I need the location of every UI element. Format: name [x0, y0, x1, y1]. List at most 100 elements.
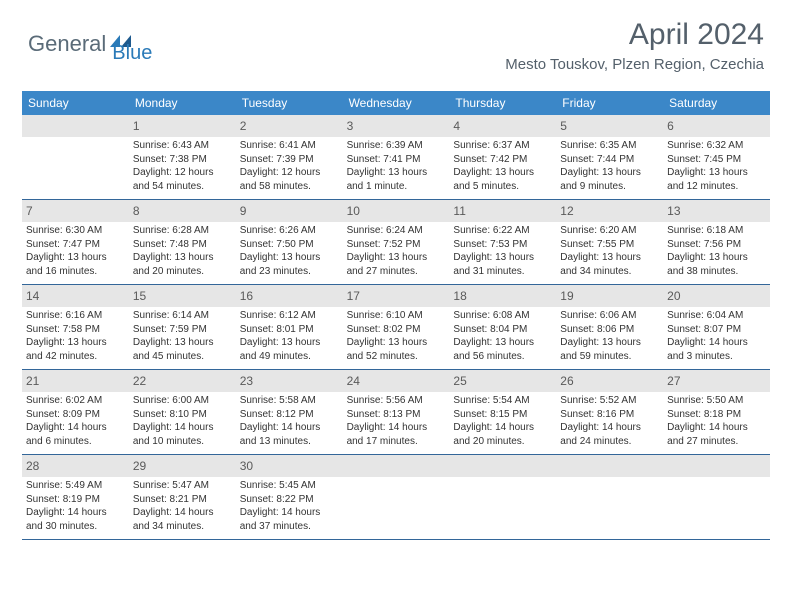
day-number-bar: 20	[663, 285, 770, 307]
day-info-line: Sunrise: 5:45 AM	[240, 479, 339, 493]
day-cell: 30Sunrise: 5:45 AMSunset: 8:22 PMDayligh…	[236, 455, 343, 539]
day-info: Sunrise: 6:22 AMSunset: 7:53 PMDaylight:…	[453, 224, 552, 278]
day-info-line: Sunrise: 6:08 AM	[453, 309, 552, 323]
day-cell: 7Sunrise: 6:30 AMSunset: 7:47 PMDaylight…	[22, 200, 129, 284]
day-number-bar: 22	[129, 370, 236, 392]
day-info: Sunrise: 5:58 AMSunset: 8:12 PMDaylight:…	[240, 394, 339, 448]
day-number-bar: 17	[343, 285, 450, 307]
day-cell: 28Sunrise: 5:49 AMSunset: 8:19 PMDayligh…	[22, 455, 129, 539]
day-info-line: Sunset: 7:48 PM	[133, 238, 232, 252]
day-cell: 1Sunrise: 6:43 AMSunset: 7:38 PMDaylight…	[129, 115, 236, 199]
day-info-line: Daylight: 13 hours	[560, 336, 659, 350]
day-number: 19	[560, 289, 573, 303]
day-number-bar: 23	[236, 370, 343, 392]
day-number-bar: 18	[449, 285, 556, 307]
day-cell: 8Sunrise: 6:28 AMSunset: 7:48 PMDaylight…	[129, 200, 236, 284]
day-info-line: Daylight: 12 hours	[240, 166, 339, 180]
day-info-line: Sunrise: 6:02 AM	[26, 394, 125, 408]
day-header-saturday: Saturday	[663, 91, 770, 115]
day-info-line: Sunrise: 5:54 AM	[453, 394, 552, 408]
day-info-line: Daylight: 14 hours	[26, 421, 125, 435]
day-info-line: Daylight: 14 hours	[240, 421, 339, 435]
day-number-bar: 1	[129, 115, 236, 137]
day-info-line: Daylight: 13 hours	[240, 336, 339, 350]
day-cell: 2Sunrise: 6:41 AMSunset: 7:39 PMDaylight…	[236, 115, 343, 199]
day-cell: 17 Sunrise: 6:10 AMSunset: 8:02 PMDayligh…	[343, 285, 450, 369]
day-number: 1	[133, 119, 140, 133]
day-number: 18	[453, 289, 466, 303]
day-number-bar-empty	[343, 455, 450, 477]
day-info-line: Daylight: 12 hours	[133, 166, 232, 180]
day-cell: 22Sunrise: 6:00 AMSunset: 8:10 PMDayligh…	[129, 370, 236, 454]
week-row: 14Sunrise: 6:16 AMSunset: 7:58 PMDayligh…	[22, 285, 770, 370]
day-info-line: and 58 minutes.	[240, 180, 339, 194]
day-number-bar: 14	[22, 285, 129, 307]
day-number-bar: 5	[556, 115, 663, 137]
day-header-tuesday: Tuesday	[236, 91, 343, 115]
day-header-thursday: Thursday	[449, 91, 556, 115]
day-number: 6	[667, 119, 674, 133]
day-number-bar-empty	[22, 115, 129, 137]
day-cell: 3Sunrise: 6:39 AMSunset: 7:41 PMDaylight…	[343, 115, 450, 199]
day-number: 17	[347, 289, 360, 303]
day-info-line: Daylight: 14 hours	[667, 336, 766, 350]
day-number: 24	[347, 374, 360, 388]
day-info-line: Sunset: 8:12 PM	[240, 408, 339, 422]
day-info-line: and 52 minutes.	[347, 350, 446, 364]
day-info-line: Sunset: 8:06 PM	[560, 323, 659, 337]
day-cell	[343, 455, 450, 539]
day-info: Sunrise: 6:26 AMSunset: 7:50 PMDaylight:…	[240, 224, 339, 278]
day-info-line: Sunset: 7:45 PM	[667, 153, 766, 167]
day-info-line: Sunset: 8:07 PM	[667, 323, 766, 337]
day-number-bar: 24	[343, 370, 450, 392]
day-number-bar: 9	[236, 200, 343, 222]
day-info-line: and 31 minutes.	[453, 265, 552, 279]
day-number: 29	[133, 459, 146, 473]
day-cell: 26Sunrise: 5:52 AMSunset: 8:16 PMDayligh…	[556, 370, 663, 454]
day-number: 15	[133, 289, 146, 303]
day-info: Sunrise: 6:14 AMSunset: 7:59 PMDaylight:…	[133, 309, 232, 363]
day-info: Sunrise: 5:56 AMSunset: 8:13 PMDaylight:…	[347, 394, 446, 448]
day-info-line: Sunrise: 6:20 AM	[560, 224, 659, 238]
day-info-line: and 37 minutes.	[240, 520, 339, 534]
day-number: 25	[453, 374, 466, 388]
day-info-line: and 3 minutes.	[667, 350, 766, 364]
day-cell: 9Sunrise: 6:26 AMSunset: 7:50 PMDaylight…	[236, 200, 343, 284]
day-number: 13	[667, 204, 680, 218]
calendar: SundayMondayTuesdayWednesdayThursdayFrid…	[22, 91, 770, 540]
day-info: Sunrise: 6:28 AMSunset: 7:48 PMDaylight:…	[133, 224, 232, 278]
day-info: Sunrise: 6:39 AMSunset: 7:41 PMDaylight:…	[347, 139, 446, 193]
day-number-bar: 27	[663, 370, 770, 392]
day-info: Sunrise: 6:10 AMSunset: 8:02 PMDaylight:…	[347, 309, 446, 363]
day-info-line: Sunrise: 5:50 AM	[667, 394, 766, 408]
day-cell: 19Sunrise: 6:06 AMSunset: 8:06 PMDayligh…	[556, 285, 663, 369]
day-cell: 14Sunrise: 6:16 AMSunset: 7:58 PMDayligh…	[22, 285, 129, 369]
day-info-line: Sunset: 7:58 PM	[26, 323, 125, 337]
day-number-bar: 8	[129, 200, 236, 222]
day-info-line: Sunset: 7:47 PM	[26, 238, 125, 252]
day-number-bar: 2	[236, 115, 343, 137]
day-info-line: Daylight: 13 hours	[453, 251, 552, 265]
day-info: Sunrise: 6:16 AMSunset: 7:58 PMDaylight:…	[26, 309, 125, 363]
day-info-line: and 20 minutes.	[453, 435, 552, 449]
day-info-line: Daylight: 13 hours	[133, 336, 232, 350]
day-number: 27	[667, 374, 680, 388]
day-number: 30	[240, 459, 253, 473]
day-header-monday: Monday	[129, 91, 236, 115]
day-number-bar: 13	[663, 200, 770, 222]
day-info-line: and 10 minutes.	[133, 435, 232, 449]
day-number-bar: 6	[663, 115, 770, 137]
day-info-line: and 56 minutes.	[453, 350, 552, 364]
day-number-bar: 19	[556, 285, 663, 307]
day-number-bar: 26	[556, 370, 663, 392]
day-info-line: Daylight: 14 hours	[667, 421, 766, 435]
logo: General Blue	[28, 22, 152, 65]
day-info-line: Sunrise: 6:39 AM	[347, 139, 446, 153]
day-info: Sunrise: 5:47 AMSunset: 8:21 PMDaylight:…	[133, 479, 232, 533]
day-info-line: and 42 minutes.	[26, 350, 125, 364]
day-info-line: Daylight: 14 hours	[26, 506, 125, 520]
day-number-bar: 29	[129, 455, 236, 477]
day-info-line: Daylight: 14 hours	[133, 506, 232, 520]
day-info-line: Sunrise: 6:30 AM	[26, 224, 125, 238]
week-row: 1Sunrise: 6:43 AMSunset: 7:38 PMDaylight…	[22, 115, 770, 200]
